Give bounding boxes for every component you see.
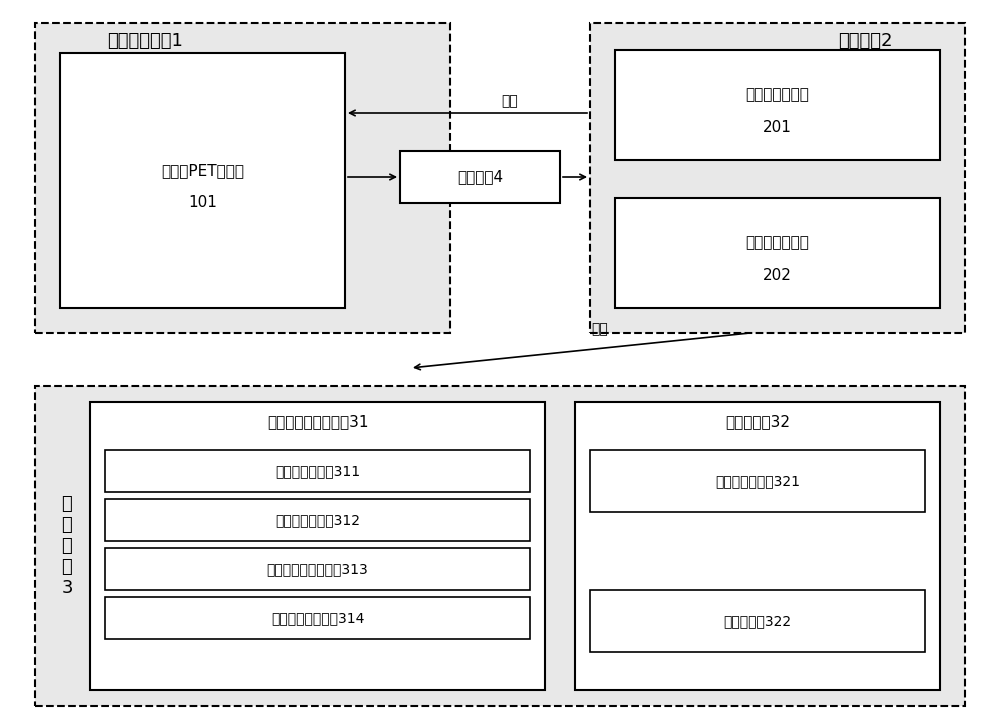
Text: 控制: 控制 — [502, 94, 518, 108]
Bar — [615, 198, 940, 308]
Text: 系统矩阵计算子模块313: 系统矩阵计算子模块313 — [267, 562, 368, 576]
Text: 数据采集模块1: 数据采集模块1 — [107, 32, 183, 50]
Text: 晶体编码子模块312: 晶体编码子模块312 — [275, 513, 360, 527]
Bar — [575, 402, 940, 690]
Text: 重建子模块32: 重建子模块32 — [725, 414, 790, 429]
Text: 成
像
模
块
3: 成 像 模 块 3 — [61, 495, 73, 597]
Bar — [590, 23, 965, 333]
Bar — [400, 151, 560, 203]
Text: 双平板PET探测器: 双平板PET探测器 — [161, 163, 244, 178]
Text: 数据处理子模块: 数据处理子模块 — [746, 236, 809, 251]
Bar — [60, 53, 345, 308]
Text: 101: 101 — [188, 195, 217, 210]
Text: 传输模块4: 传输模块4 — [457, 169, 503, 185]
Text: 202: 202 — [763, 268, 792, 282]
Text: 控制模块2: 控制模块2 — [838, 32, 892, 50]
Text: 视野划分子模块311: 视野划分子模块311 — [275, 464, 360, 478]
Text: 201: 201 — [763, 119, 792, 134]
Bar — [35, 386, 965, 706]
Bar — [590, 590, 925, 652]
Bar — [105, 548, 530, 590]
Text: 转化子模块322: 转化子模块322 — [723, 614, 792, 628]
Bar — [105, 450, 530, 492]
Bar — [90, 402, 545, 690]
Text: 体素重建子模块321: 体素重建子模块321 — [715, 474, 800, 488]
Text: 数据: 数据 — [592, 322, 608, 336]
Bar — [105, 597, 530, 639]
Bar — [615, 50, 940, 160]
Bar — [105, 499, 530, 541]
Text: 系统矩阵处理子模块31: 系统矩阵处理子模块31 — [267, 414, 368, 429]
Text: 对称性处理子模块314: 对称性处理子模块314 — [271, 611, 364, 625]
Bar — [35, 23, 450, 333]
Bar — [590, 450, 925, 512]
Text: 系统控制子模块: 系统控制子模块 — [746, 88, 809, 103]
